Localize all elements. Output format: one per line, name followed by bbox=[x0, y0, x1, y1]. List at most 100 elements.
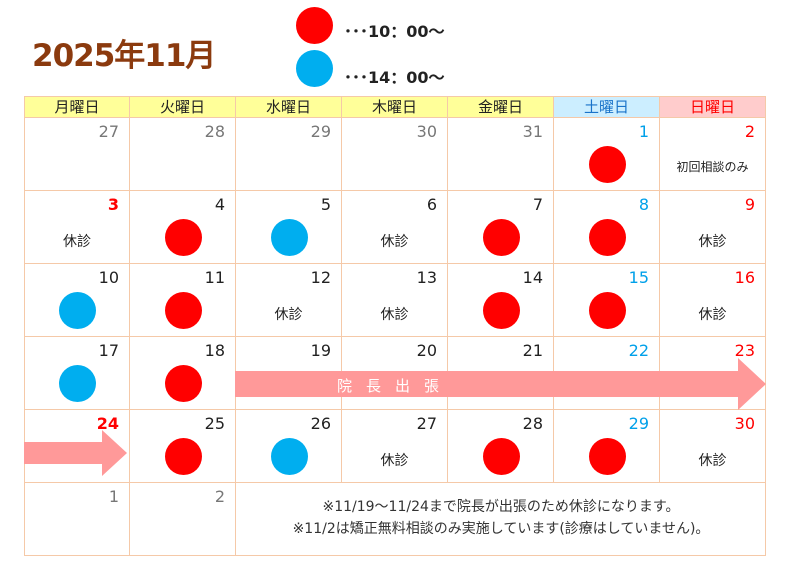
page-title: 2025年11月 bbox=[32, 38, 216, 74]
red-appointment-dot-icon bbox=[588, 219, 626, 256]
day-cell: 23 bbox=[660, 337, 766, 410]
weekday-header: 火曜日 bbox=[130, 96, 236, 118]
day-cell: 30 bbox=[342, 118, 448, 191]
day-number: 4 bbox=[214, 195, 225, 214]
day-number: 20 bbox=[416, 341, 437, 360]
day-note: 休診 bbox=[698, 453, 727, 469]
red-appointment-dot-icon bbox=[164, 365, 202, 402]
blue-appointment-dot-icon bbox=[59, 365, 96, 402]
day-number: 8 bbox=[638, 195, 649, 214]
day-number: 7 bbox=[532, 195, 543, 214]
weekday-header: 金曜日 bbox=[448, 96, 554, 118]
day-number: 18 bbox=[204, 341, 225, 360]
day-cell: 26 bbox=[236, 410, 342, 483]
day-cell: 13 休診 bbox=[342, 264, 448, 337]
day-number: 24 bbox=[96, 414, 119, 433]
day-cell: 30 休診 bbox=[660, 410, 766, 483]
day-number: 12 bbox=[310, 268, 331, 287]
day-cell: 27 休診 bbox=[342, 410, 448, 483]
day-cell: 5 bbox=[236, 191, 342, 264]
day-cell: 1 bbox=[24, 483, 130, 556]
day-number: 1 bbox=[108, 487, 119, 506]
day-note: 休診 bbox=[698, 307, 727, 323]
day-number: 5 bbox=[320, 195, 331, 214]
weekday-header: 水曜日 bbox=[236, 96, 342, 118]
footnote-cell bbox=[236, 483, 766, 556]
footnote-2: ※11/2は矯正無料相談のみ実施しています(診療はしていません)。 bbox=[292, 521, 710, 537]
day-number: 25 bbox=[204, 414, 225, 433]
day-note: 休診 bbox=[380, 234, 409, 250]
legend-blue-dot-icon bbox=[296, 50, 333, 87]
day-number: 19 bbox=[310, 341, 331, 360]
day-cell: 28 bbox=[448, 410, 554, 483]
red-appointment-dot-icon bbox=[588, 292, 626, 329]
day-note: 休診 bbox=[698, 234, 727, 250]
day-cell: 15 bbox=[554, 264, 660, 337]
legend-blue-text: ･･･14：00～ bbox=[344, 68, 445, 87]
weekday-header: 月曜日 bbox=[24, 96, 130, 118]
day-number: 23 bbox=[734, 341, 755, 360]
day-number: 9 bbox=[744, 195, 755, 214]
weekday-header: 木曜日 bbox=[342, 96, 448, 118]
footnote-1: ※11/19～11/24まで院長が出張のため休診になります。 bbox=[322, 499, 680, 515]
day-number: 16 bbox=[734, 268, 755, 287]
day-number: 29 bbox=[628, 414, 649, 433]
blue-appointment-dot-icon bbox=[270, 219, 308, 256]
footnotes: ※11/19～11/24まで院長が出張のため休診になります。 ※11/2は矯正無… bbox=[236, 496, 766, 540]
day-number: 14 bbox=[522, 268, 543, 287]
day-note: 休診 bbox=[380, 307, 409, 323]
day-number: 26 bbox=[310, 414, 331, 433]
blue-appointment-dot-icon bbox=[270, 438, 308, 475]
day-number: 2 bbox=[744, 122, 755, 141]
day-number: 27 bbox=[98, 122, 119, 141]
day-cell: 8 bbox=[554, 191, 660, 264]
day-note: 休診 bbox=[63, 234, 91, 250]
day-cell: 1 bbox=[554, 118, 660, 191]
day-note: 初回相談のみ bbox=[676, 160, 749, 174]
red-appointment-dot-icon bbox=[482, 292, 520, 329]
red-appointment-dot-icon bbox=[588, 438, 626, 475]
trip-label: 院長出張 bbox=[336, 377, 453, 395]
red-appointment-dot-icon bbox=[482, 438, 520, 475]
day-cell: 17 bbox=[24, 337, 130, 410]
trip-arrow-continued-icon bbox=[24, 430, 127, 476]
day-number: 22 bbox=[628, 341, 649, 360]
day-number: 27 bbox=[416, 414, 437, 433]
day-cell: 29 bbox=[554, 410, 660, 483]
day-cell: 3 休診 bbox=[24, 191, 130, 264]
day-cell: 4 bbox=[130, 191, 236, 264]
day-number: 10 bbox=[98, 268, 119, 287]
weekday-header: 日曜日 bbox=[660, 96, 766, 118]
day-number: 31 bbox=[522, 122, 543, 141]
day-cell: 29 bbox=[236, 118, 342, 191]
legend-red-text: ･･･10：00～ bbox=[344, 22, 445, 41]
day-cell: 9 休診 bbox=[660, 191, 766, 264]
day-cell: 25 bbox=[130, 410, 236, 483]
red-appointment-dot-icon bbox=[482, 219, 520, 256]
day-cell: 31 bbox=[448, 118, 554, 191]
day-cell: 7 bbox=[448, 191, 554, 264]
day-cell: 16 休診 bbox=[660, 264, 766, 337]
day-cell: 2 bbox=[130, 483, 236, 556]
day-number: 30 bbox=[416, 122, 437, 141]
day-number: 11 bbox=[204, 268, 225, 287]
day-cell: 2 初回相談のみ bbox=[660, 118, 766, 191]
red-appointment-dot-icon bbox=[588, 146, 626, 183]
day-cell: 18 bbox=[130, 337, 236, 410]
day-note: 休診 bbox=[274, 307, 303, 323]
day-number: 30 bbox=[734, 414, 755, 433]
red-appointment-dot-icon bbox=[164, 438, 202, 475]
legend-red-dot-icon bbox=[296, 7, 333, 44]
day-number: 2 bbox=[214, 487, 225, 506]
day-cell: 27 bbox=[24, 118, 130, 191]
day-cell: 6 休診 bbox=[342, 191, 448, 264]
red-appointment-dot-icon bbox=[164, 292, 202, 329]
day-number: 15 bbox=[628, 268, 649, 287]
day-number: 3 bbox=[107, 195, 119, 214]
day-cell: 14 bbox=[448, 264, 554, 337]
day-note: 休診 bbox=[380, 453, 409, 469]
day-cell: 11 bbox=[130, 264, 236, 337]
day-number: 21 bbox=[522, 341, 543, 360]
weekday-header: 土曜日 bbox=[554, 96, 660, 118]
